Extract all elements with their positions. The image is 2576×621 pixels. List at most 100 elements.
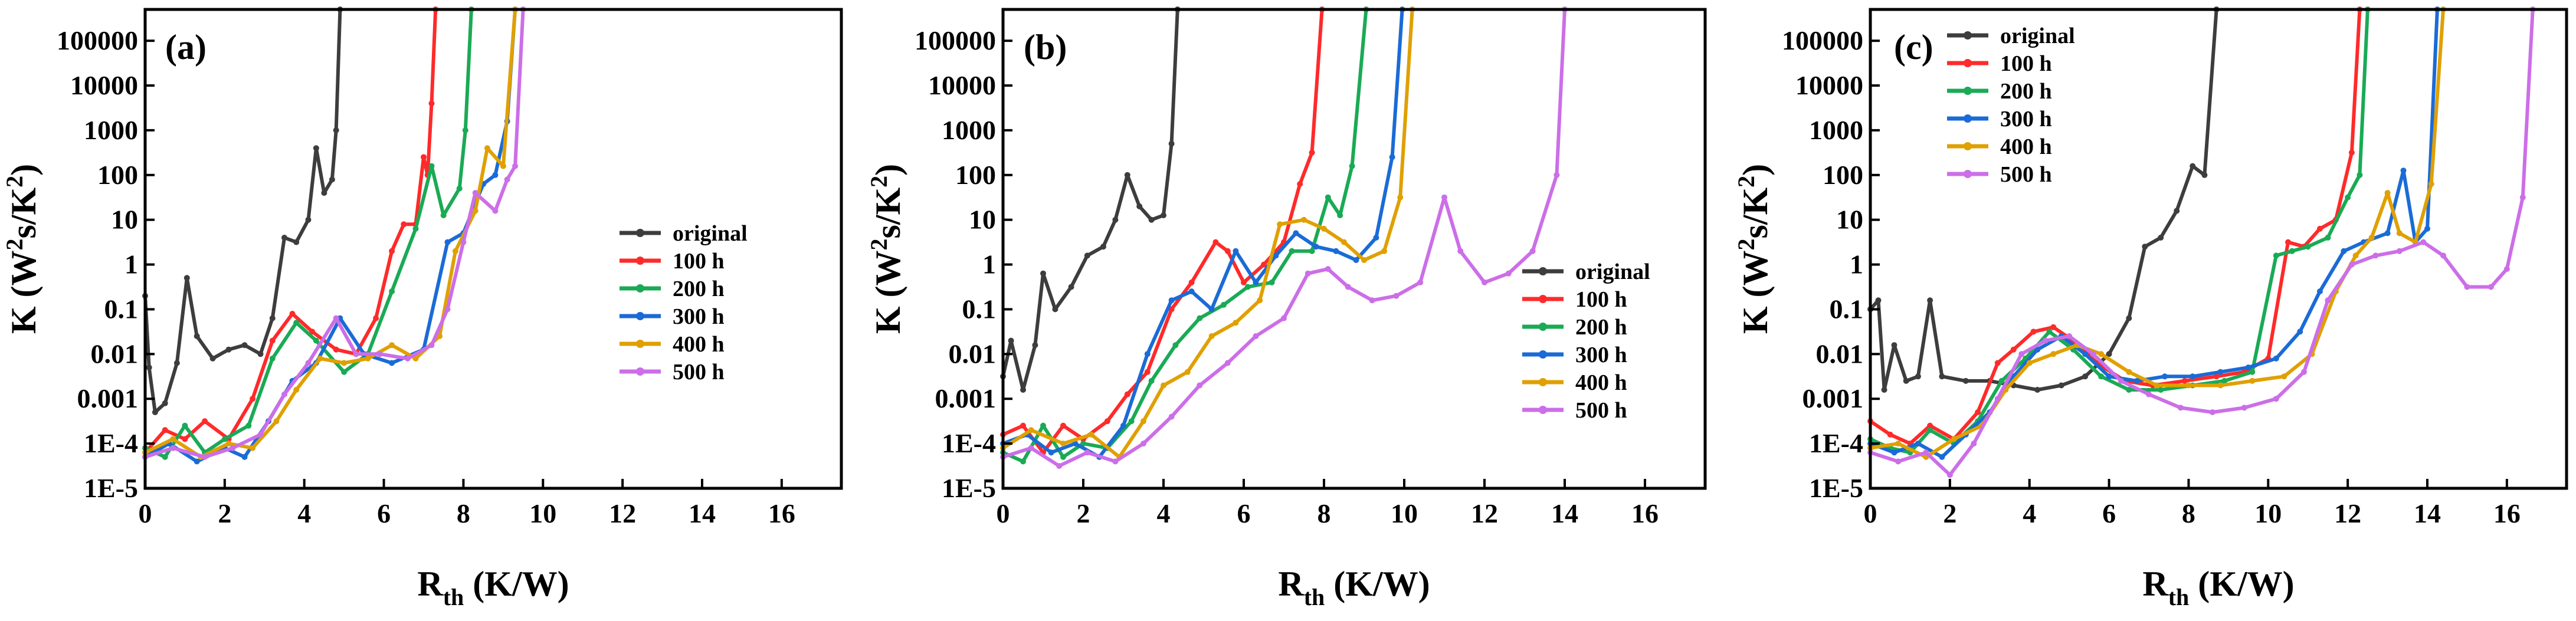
data-point	[281, 235, 287, 241]
data-point	[1269, 279, 1275, 285]
legend-marker	[1964, 87, 1972, 95]
x-tick-label: 8	[457, 498, 470, 528]
x-axis-title-main: R	[2142, 564, 2168, 603]
data-point	[2106, 351, 2112, 357]
data-point	[2098, 373, 2105, 380]
data-point	[1333, 248, 1339, 254]
x-axis-title-main: R	[1278, 564, 1304, 603]
axis-ticks: 0 2 4 6 8 10 12 14 16 1E-5 1E-4 0.001 0.01 0.1 1 10 100 1…	[915, 25, 1659, 528]
data-point	[1144, 351, 1151, 357]
y-tick-label: 0.1	[1830, 294, 1864, 324]
y-tick-label: 0.01	[91, 339, 139, 369]
data-point	[1349, 163, 1355, 169]
x-tick-label: 16	[1631, 498, 1659, 528]
x-tick-label: 16	[2493, 498, 2521, 528]
data-point	[2209, 409, 2216, 415]
data-point	[162, 427, 168, 433]
data-point	[1309, 248, 1315, 254]
data-point	[305, 360, 312, 366]
data-point	[2185, 382, 2192, 389]
data-point	[1301, 216, 1307, 223]
legend-label: 300 h	[2000, 107, 2052, 132]
data-point	[1233, 320, 1239, 326]
series-line-200h	[1001, 8, 1368, 464]
data-point	[1244, 284, 1251, 290]
data-point	[2249, 369, 2256, 375]
x-axis-title-sub: th	[1304, 584, 1325, 610]
legend-marker	[1964, 31, 1972, 40]
data-point	[2428, 181, 2434, 187]
y-axis-title-sup1: 2	[866, 239, 892, 251]
x-tick-label: 10	[529, 498, 556, 528]
data-point	[2190, 163, 2196, 169]
data-point	[1120, 422, 1126, 429]
legend-label: 500 h	[673, 360, 725, 385]
series-line-500h	[1001, 8, 1566, 468]
x-tick-label: 4	[297, 498, 311, 528]
x-tick-label: 8	[1318, 498, 1331, 528]
y-tick-label: 0.1	[962, 294, 997, 324]
y-tick-label: 10000	[1795, 70, 1863, 100]
data-point	[1197, 315, 1203, 321]
data-point	[1168, 140, 1175, 147]
data-point	[182, 422, 188, 429]
data-point	[1197, 382, 1203, 389]
y-tick-label: 100	[955, 160, 996, 190]
data-point	[1361, 257, 1367, 263]
data-point	[1208, 333, 1215, 339]
data-point	[1056, 463, 1063, 469]
data-point	[1289, 248, 1295, 254]
data-point	[1168, 297, 1175, 304]
data-point	[1100, 244, 1106, 250]
data-point	[1253, 279, 1259, 285]
data-point	[353, 351, 359, 357]
data-point	[341, 369, 348, 375]
data-point	[440, 212, 447, 219]
y-axis-title-sup2: 2	[1733, 176, 1759, 188]
y-tick-label: 0.001	[935, 383, 997, 413]
data-point	[241, 342, 248, 349]
data-point	[1293, 230, 1299, 236]
data-point	[1951, 436, 1957, 442]
y-tick-label: 100000	[1782, 25, 1863, 55]
data-point	[1875, 297, 1882, 304]
data-point	[1233, 248, 1239, 254]
data-point	[1124, 172, 1130, 178]
data-point	[329, 176, 335, 183]
data-point	[1128, 418, 1135, 425]
data-point	[365, 355, 371, 362]
data-point	[2066, 333, 2073, 339]
data-point	[428, 163, 435, 169]
axis-ticks: 0 2 4 6 8 10 12 14 16 1E-5 1E-4 0.001 0.01 0.1 1 10 100 1…	[1782, 25, 2521, 528]
data-point	[2050, 351, 2057, 357]
plot-frame	[143, 8, 843, 490]
legend-label: 400 h	[2000, 134, 2052, 159]
data-point	[456, 185, 463, 192]
data-point	[484, 145, 490, 152]
data-point	[2305, 244, 2311, 250]
data-point	[293, 320, 300, 326]
data-point	[460, 239, 467, 245]
data-point	[1482, 279, 1487, 285]
x-axis-title: Rth (K/W)	[1278, 564, 1430, 610]
data-point	[194, 333, 200, 339]
data-point	[1224, 248, 1231, 254]
data-point	[170, 445, 176, 451]
x-tick-label: 2	[218, 498, 231, 528]
y-tick-label: 100000	[57, 25, 138, 55]
y-axis-title-sup1: 2	[1, 239, 28, 251]
data-point	[2026, 360, 2033, 366]
y-axis-title-pre: K (W	[1736, 251, 1775, 334]
data-point	[146, 364, 152, 371]
data-point	[250, 445, 256, 451]
x-tick-label: 6	[377, 498, 391, 528]
legend-label: 400 h	[1575, 370, 1627, 395]
data-point	[2126, 369, 2132, 375]
y-axis-title-post: )	[1736, 164, 1775, 176]
data-point	[492, 172, 499, 178]
data-point	[2424, 225, 2430, 232]
data-point	[389, 248, 395, 254]
x-tick-label: 12	[2334, 498, 2361, 528]
